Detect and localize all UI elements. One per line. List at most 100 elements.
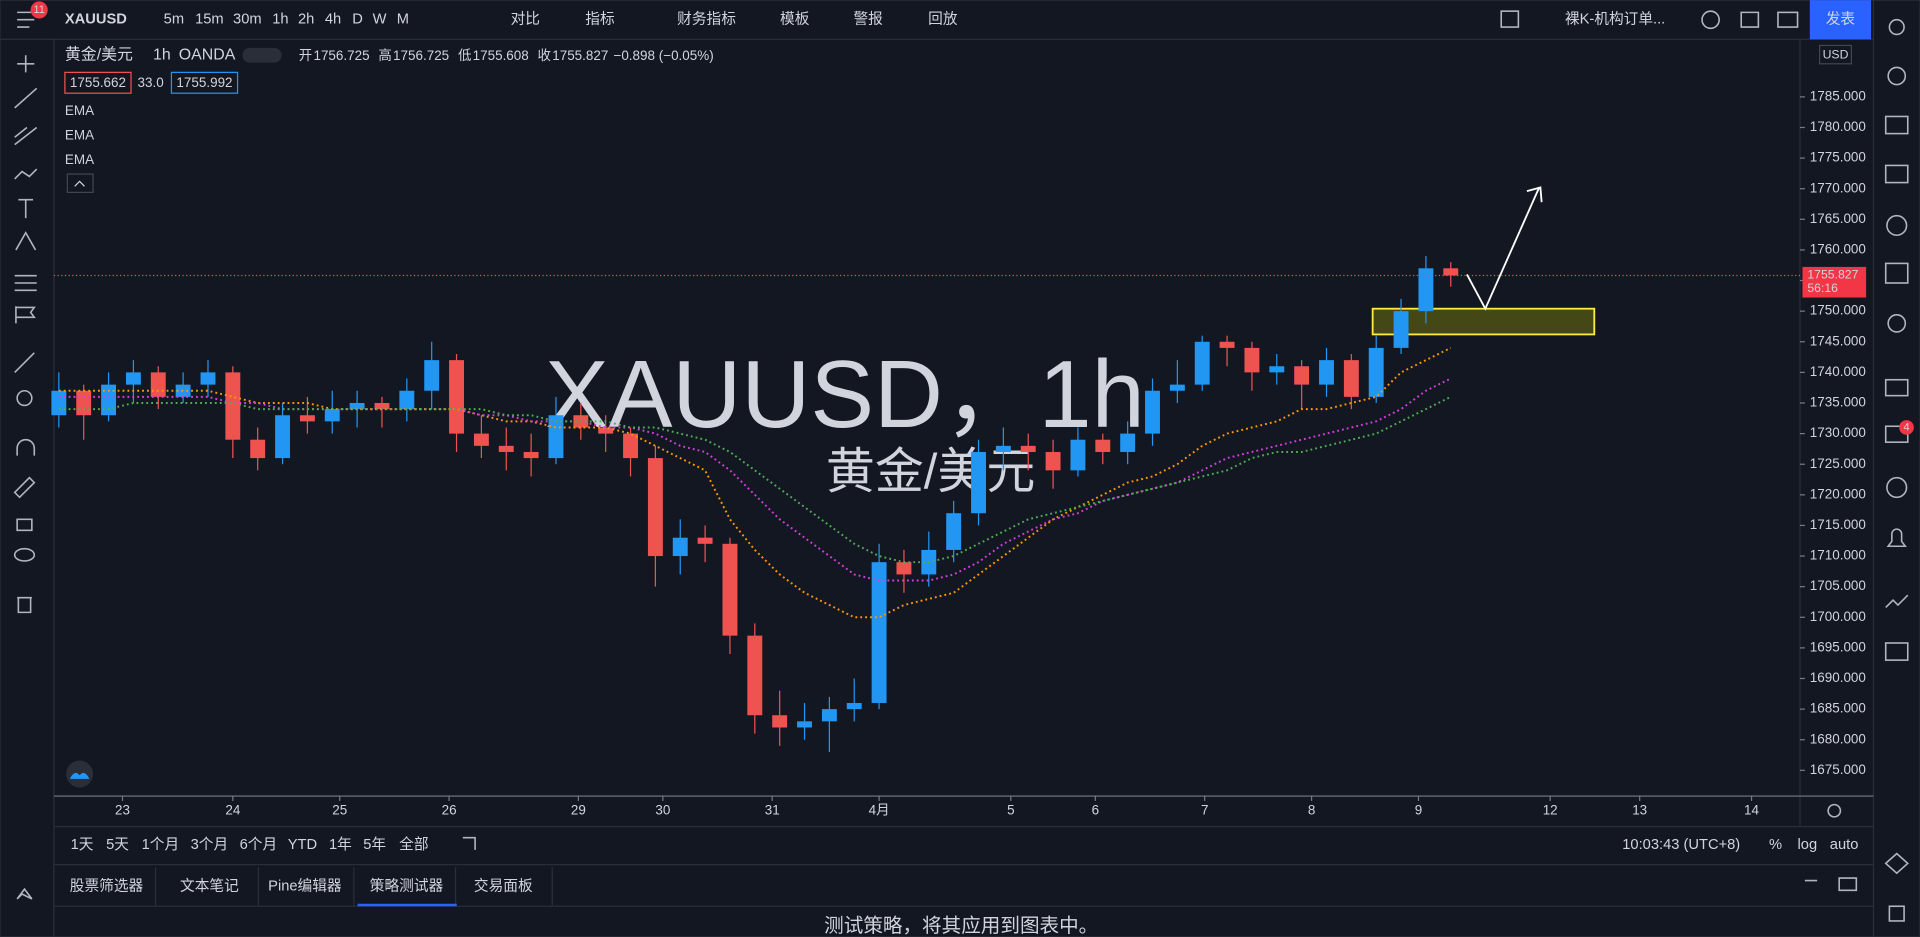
- calc-icon[interactable]: [1884, 262, 1909, 284]
- instrument-interval: 1h: [153, 46, 171, 63]
- interval[interactable]: D: [352, 12, 363, 28]
- interval[interactable]: 2h: [298, 12, 314, 28]
- ideas-chart-icon[interactable]: [1885, 594, 1909, 609]
- price-tick-label: 1765.000: [1810, 211, 1866, 226]
- interval[interactable]: 30m: [233, 12, 262, 28]
- symbol[interactable]: XAUUSD: [65, 12, 127, 28]
- panel-tab[interactable]: 文本笔记: [180, 878, 239, 895]
- time-tick-label: 23: [115, 802, 130, 817]
- calendar-icon[interactable]: [1884, 164, 1909, 184]
- price-tick-label: 1725.000: [1810, 456, 1866, 471]
- range-button[interactable]: YTD: [288, 837, 317, 853]
- panel-tab[interactable]: 交易面板: [474, 877, 533, 895]
- ema-line: [58, 377, 1452, 582]
- range-button[interactable]: 全部: [399, 835, 428, 853]
- alarm-icon[interactable]: [1887, 66, 1907, 86]
- help-icon[interactable]: [1888, 905, 1905, 922]
- range-button[interactable]: 1天: [71, 837, 94, 853]
- ask-box[interactable]: [170, 71, 239, 94]
- line-tool[interactable]: [14, 87, 38, 109]
- interval[interactable]: 5m: [164, 12, 184, 28]
- shape-tool[interactable]: [14, 274, 37, 292]
- dom-icon[interactable]: [1884, 642, 1909, 661]
- collapse-button[interactable]: [66, 173, 94, 193]
- top-toolbar: [0, 0, 1920, 40]
- time-tick-label: 9: [1415, 802, 1422, 817]
- news-icon[interactable]: [1884, 115, 1909, 135]
- interval[interactable]: W: [373, 12, 387, 28]
- favorite-tool[interactable]: [16, 887, 33, 900]
- stream-icon[interactable]: [1886, 476, 1908, 499]
- left-toolbar: [0, 38, 55, 937]
- settings-icon[interactable]: [1701, 10, 1720, 30]
- delete-tool[interactable]: [17, 596, 32, 614]
- hide-tool[interactable]: [13, 547, 36, 562]
- notify-icon[interactable]: [1886, 528, 1907, 548]
- toolbar-button[interactable]: 回放: [928, 11, 958, 28]
- pattern-tool[interactable]: [14, 168, 38, 180]
- toolbar-button[interactable]: 模板: [780, 10, 810, 28]
- fib-tool[interactable]: [14, 126, 38, 146]
- axis-settings[interactable]: [1827, 803, 1842, 818]
- idea-icon[interactable]: [1887, 314, 1907, 333]
- range-button[interactable]: 1年: [329, 836, 352, 853]
- toolbar-button[interactable]: 财务指标: [677, 11, 736, 28]
- candle-body: [225, 372, 241, 440]
- zoom-tool[interactable]: [16, 389, 33, 407]
- watchlist-icon[interactable]: [1888, 18, 1905, 36]
- measure-tool[interactable]: [14, 352, 35, 373]
- toolbar-button[interactable]: 对比: [511, 11, 540, 28]
- chat-icon[interactable]: [1884, 378, 1909, 397]
- trend-arrow[interactable]: [1466, 186, 1543, 311]
- range-button[interactable]: 5天: [106, 837, 129, 853]
- panel-tab[interactable]: Pine编辑器: [268, 878, 342, 895]
- draw-mode-tool[interactable]: [13, 476, 36, 499]
- interval[interactable]: M: [397, 12, 409, 28]
- legend-entry[interactable]: EMA: [65, 103, 94, 118]
- layers-icon[interactable]: [1884, 852, 1909, 875]
- legend-entry[interactable]: EMA: [65, 128, 94, 143]
- prediction-tool[interactable]: [15, 231, 37, 251]
- panel-tab[interactable]: 股票筛选器: [70, 878, 144, 895]
- interval[interactable]: 15m: [195, 12, 224, 28]
- snapshot-icon[interactable]: [1777, 11, 1799, 28]
- range-button[interactable]: 6个月: [240, 836, 278, 853]
- crosshair-tool[interactable]: [17, 55, 35, 73]
- price-tick-label: 1680.000: [1810, 731, 1866, 746]
- range-button[interactable]: 5年: [363, 836, 386, 853]
- candle-body: [1393, 311, 1409, 348]
- legend-entry[interactable]: EMA: [65, 152, 94, 167]
- clock-icon[interactable]: [1886, 214, 1908, 237]
- candle-body: [946, 513, 962, 550]
- candle-body: [1319, 360, 1334, 385]
- lock-tool[interactable]: [16, 518, 33, 532]
- icon-tool[interactable]: [15, 306, 36, 324]
- scale-option[interactable]: auto: [1830, 837, 1859, 853]
- scale-option[interactable]: %: [1769, 837, 1782, 853]
- toolbar-button[interactable]: 警报: [853, 11, 883, 28]
- clock: 10:03:43 (UTC+8): [1622, 837, 1740, 853]
- panel-tab[interactable]: 策略测试器: [370, 878, 444, 895]
- candle-body: [1443, 268, 1459, 276]
- bid-box[interactable]: [64, 71, 132, 94]
- candle-body: [324, 409, 340, 422]
- scale-option[interactable]: log: [1798, 837, 1818, 853]
- fullscreen-icon[interactable]: [1740, 11, 1760, 28]
- badge: 11: [33, 4, 44, 16]
- candle-body: [150, 372, 166, 397]
- fullscreen-box[interactable]: [1500, 10, 1520, 28]
- magnet-tool[interactable]: [16, 438, 36, 456]
- toolbar-button[interactable]: 指标: [585, 11, 615, 28]
- publish-button[interactable]: [1809, 0, 1872, 40]
- interval[interactable]: 4h: [325, 12, 341, 28]
- range-button[interactable]: 3个月: [191, 836, 229, 853]
- candle-body: [598, 427, 614, 434]
- price-tick-label: 1735.000: [1810, 395, 1866, 410]
- zone-rectangle[interactable]: [1371, 307, 1596, 336]
- interval[interactable]: 1h: [272, 12, 288, 28]
- range-button[interactable]: 1个月: [142, 836, 180, 853]
- text-tool[interactable]: [18, 198, 34, 219]
- layout-name[interactable]: 裸K-机构订单...: [1565, 11, 1665, 28]
- candle-body: [821, 709, 837, 722]
- panel-controls[interactable]: [462, 836, 1858, 892]
